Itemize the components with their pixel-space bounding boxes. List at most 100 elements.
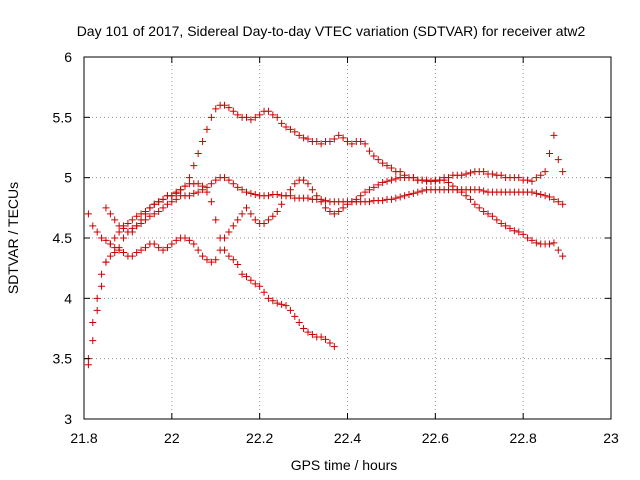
data-point [256,111,264,119]
data-point [550,131,558,139]
x-axis-label: GPS time / hours [291,457,398,473]
data-point [291,128,299,136]
data-point [163,244,171,252]
data-point [409,189,417,197]
data-point [365,147,373,155]
data-points [84,101,567,369]
data-point [137,220,145,228]
x-tick-label: 22.8 [510,430,537,446]
data-point [458,171,466,179]
data-point [177,186,185,194]
data-point [269,111,277,119]
data-point [128,228,136,236]
data-point [361,140,369,148]
data-point [89,337,97,345]
data-point [212,176,220,184]
data-point [229,256,237,264]
data-point [194,188,202,196]
data-point [216,246,224,254]
data-point [317,333,325,341]
data-point [304,180,312,188]
data-point [111,216,119,224]
data-point [221,234,229,242]
data-point [242,113,250,121]
data-point [247,210,255,218]
data-point [269,297,277,305]
data-point [326,339,334,347]
data-point [278,200,286,208]
data-point [115,228,123,236]
data-point [510,227,518,235]
data-point [286,306,294,314]
y-tick-label: 6 [64,49,72,65]
data-point [480,207,488,215]
data-point [387,176,395,184]
data-point [234,111,242,119]
data-point [247,276,255,284]
data-point [181,182,189,190]
data-point [278,119,286,127]
data-point [383,177,391,185]
data-point [497,220,505,228]
data-point [304,194,312,202]
data-point [260,288,268,296]
data-point [387,195,395,203]
data-point [269,212,277,220]
data-point [396,168,404,176]
data-point [84,210,92,218]
data-point [111,244,119,252]
data-point [146,204,154,212]
data-point [559,200,567,208]
data-point [251,113,259,121]
data-point [392,175,400,183]
y-tick-label: 4 [64,290,72,306]
data-point [554,198,562,206]
data-point [194,180,202,188]
data-point [221,174,229,182]
data-point [93,294,101,302]
data-point [344,137,351,145]
data-point [159,204,167,212]
data-point [550,195,558,203]
data-point [234,261,242,269]
data-point [203,183,211,191]
data-point [172,236,180,244]
x-tick-label: 21.8 [70,430,97,446]
y-tick-label: 5.5 [53,109,73,125]
data-point [445,178,453,186]
data-point [515,228,523,236]
data-point [93,306,101,314]
data-point [396,193,404,201]
data-point [190,189,198,197]
data-point [546,150,554,158]
data-point [133,222,141,230]
data-point [532,174,540,182]
data-point [379,197,387,205]
data-point [383,162,391,170]
data-point [234,216,242,224]
data-point [559,168,567,176]
data-point [357,192,365,200]
data-point [273,191,281,199]
data-point [150,210,158,218]
data-point [418,187,426,195]
x-tick-label: 22 [164,430,180,446]
data-point [150,200,158,208]
data-point [190,162,198,170]
data-point [326,207,334,215]
data-point [313,137,321,145]
data-point [225,104,233,112]
data-point [497,171,505,179]
data-point [264,216,272,224]
data-point [519,230,527,238]
data-point [181,234,189,242]
data-point [207,180,215,188]
data-point [242,273,250,281]
data-point [528,177,536,185]
data-point [286,186,294,194]
data-point [242,204,250,212]
data-point [475,204,483,212]
data-point [102,236,110,244]
data-point [528,236,536,244]
